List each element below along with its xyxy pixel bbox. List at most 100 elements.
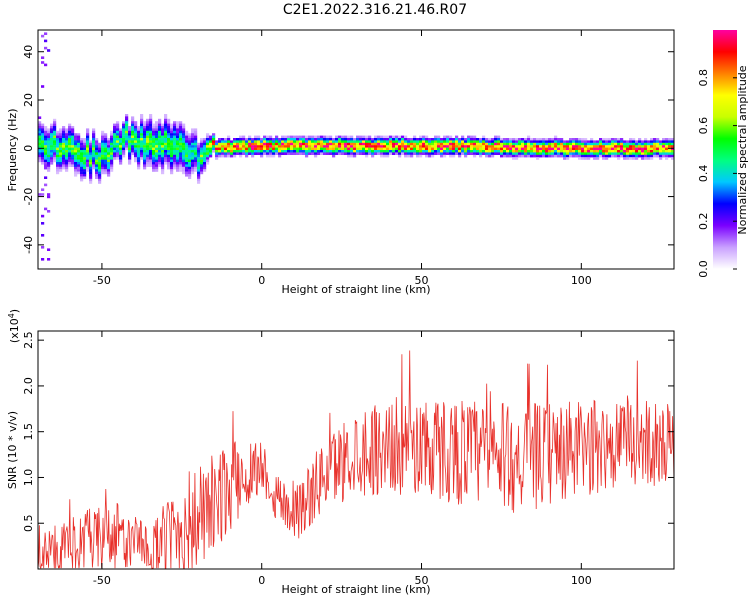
spectrogram-cell xyxy=(50,154,54,158)
spectrogram-cell xyxy=(140,116,144,119)
spectrogram-cell xyxy=(437,138,441,141)
spectrogram-cell xyxy=(410,154,414,158)
spectrogram-cell xyxy=(245,145,249,148)
spectrogram-cell xyxy=(107,169,111,172)
spectrogram-cell xyxy=(239,147,243,151)
spectrogram-cell xyxy=(569,140,573,143)
spectrogram-cell xyxy=(161,126,165,129)
spectrogram-cell xyxy=(428,154,432,158)
spectrogram-cell xyxy=(158,154,162,158)
spectrogram-cell xyxy=(593,145,597,148)
spectrogram-cell xyxy=(335,142,339,146)
spectrogram-cell xyxy=(437,147,441,151)
spectrogram-cell xyxy=(389,135,393,139)
spectrogram-cell xyxy=(254,142,258,146)
spectrogram-cell xyxy=(602,150,606,153)
spectrogram-cell xyxy=(638,147,642,151)
spectrogram-cell xyxy=(101,142,105,146)
spectrogram-cell xyxy=(104,145,108,148)
spectrogram-cell xyxy=(224,140,228,143)
spectrogram-cell xyxy=(341,135,345,139)
spectrogram-cell xyxy=(518,150,522,153)
spectrogram-cell xyxy=(77,164,81,167)
spectrogram-cell xyxy=(38,147,42,151)
spectrogram-cell xyxy=(515,142,519,146)
spectrogram-cell xyxy=(470,152,474,155)
spectrogram-cell xyxy=(116,145,120,148)
spectrogram-cell xyxy=(404,140,408,143)
spectrogram-cell xyxy=(545,152,549,155)
spectrogram-cell xyxy=(239,142,243,146)
spectrogram-cell xyxy=(161,123,165,127)
spectrogram-cell xyxy=(374,140,378,143)
spectrogram-cell xyxy=(89,171,93,175)
spectrogram-cell xyxy=(107,138,111,141)
spectrogram-cell xyxy=(170,157,174,160)
spectrogram-cell xyxy=(287,145,291,148)
spectrogram-cell xyxy=(194,142,198,146)
spectrogram-cell xyxy=(431,138,435,141)
spectrogram-cell xyxy=(155,138,159,141)
spectrogram-cell xyxy=(212,135,216,139)
spectrogram-cell xyxy=(158,128,162,131)
spectrogram-cell xyxy=(164,116,168,119)
spectrogram-cell xyxy=(392,135,396,139)
spectrogram-cell xyxy=(185,140,189,143)
spectrogram-cell xyxy=(482,142,486,146)
spectrogram-cell xyxy=(380,154,384,158)
spectrogram-cell xyxy=(311,152,315,155)
spectrogram-cell xyxy=(164,135,168,139)
spectrogram-cell xyxy=(308,140,312,143)
spectrogram-cell xyxy=(656,154,660,158)
spectrogram-cell xyxy=(422,142,426,146)
spectrogram-cell xyxy=(395,142,399,146)
spectrogram-cell xyxy=(503,138,507,141)
spectrogram-cell xyxy=(662,150,666,153)
spectrogram-cell xyxy=(395,152,399,155)
spectrogram-cell xyxy=(191,138,195,141)
spectrogram-cell xyxy=(125,138,129,141)
spectrogram-cell xyxy=(107,162,111,165)
spectrogram-cell xyxy=(644,147,648,151)
spectrogram-cell xyxy=(413,145,417,148)
spectrogram-cell xyxy=(188,135,192,139)
spectrogram-cell xyxy=(599,138,603,141)
spectrogram-cell xyxy=(473,135,477,139)
spectrogram-cell xyxy=(173,121,177,124)
spectrogram-cell xyxy=(617,138,621,141)
spectrogram-cell xyxy=(377,142,381,146)
spectrogram-cell xyxy=(161,169,165,172)
spectrogram-cell xyxy=(536,150,540,153)
spectrogram-cell xyxy=(89,181,93,184)
spectrogram-cell xyxy=(284,150,288,153)
spectrogram-cell xyxy=(206,159,210,163)
spectrogram-cell xyxy=(47,164,51,167)
spectrogram-cell xyxy=(434,135,438,139)
spectrogram-cell xyxy=(470,142,474,146)
spectrogram-cell xyxy=(503,142,507,146)
spectrogram-cell xyxy=(218,147,222,151)
spectrogram-cell xyxy=(68,164,72,167)
spectrogram-cell xyxy=(278,152,282,155)
spectrogram-cell xyxy=(155,123,159,127)
spectrogram-cell xyxy=(128,162,132,165)
spectrogram-cell xyxy=(509,140,513,143)
spectrogram-cell xyxy=(221,152,225,155)
spectrogram-cell xyxy=(227,135,231,139)
spectrogram-cell xyxy=(590,142,594,146)
spectrogram-cell xyxy=(197,178,201,182)
spectrogram-cell xyxy=(557,140,561,143)
spectrogram-cell xyxy=(320,138,324,141)
spectrogram-cell xyxy=(353,147,357,151)
spectrogram-cell xyxy=(473,150,477,153)
spectrogram-cell xyxy=(455,140,459,143)
spectrogram-cell xyxy=(584,142,588,146)
spectrogram-cell xyxy=(110,135,114,139)
spectrogram-cell xyxy=(110,159,114,163)
spectrogram-cell xyxy=(410,138,414,141)
spectrogram-cell xyxy=(266,152,270,155)
spectrogram-cell xyxy=(176,159,180,163)
spectrogram-cell xyxy=(587,150,591,153)
spectrogram-cell xyxy=(185,166,189,170)
spectrogram-cell xyxy=(101,152,105,155)
